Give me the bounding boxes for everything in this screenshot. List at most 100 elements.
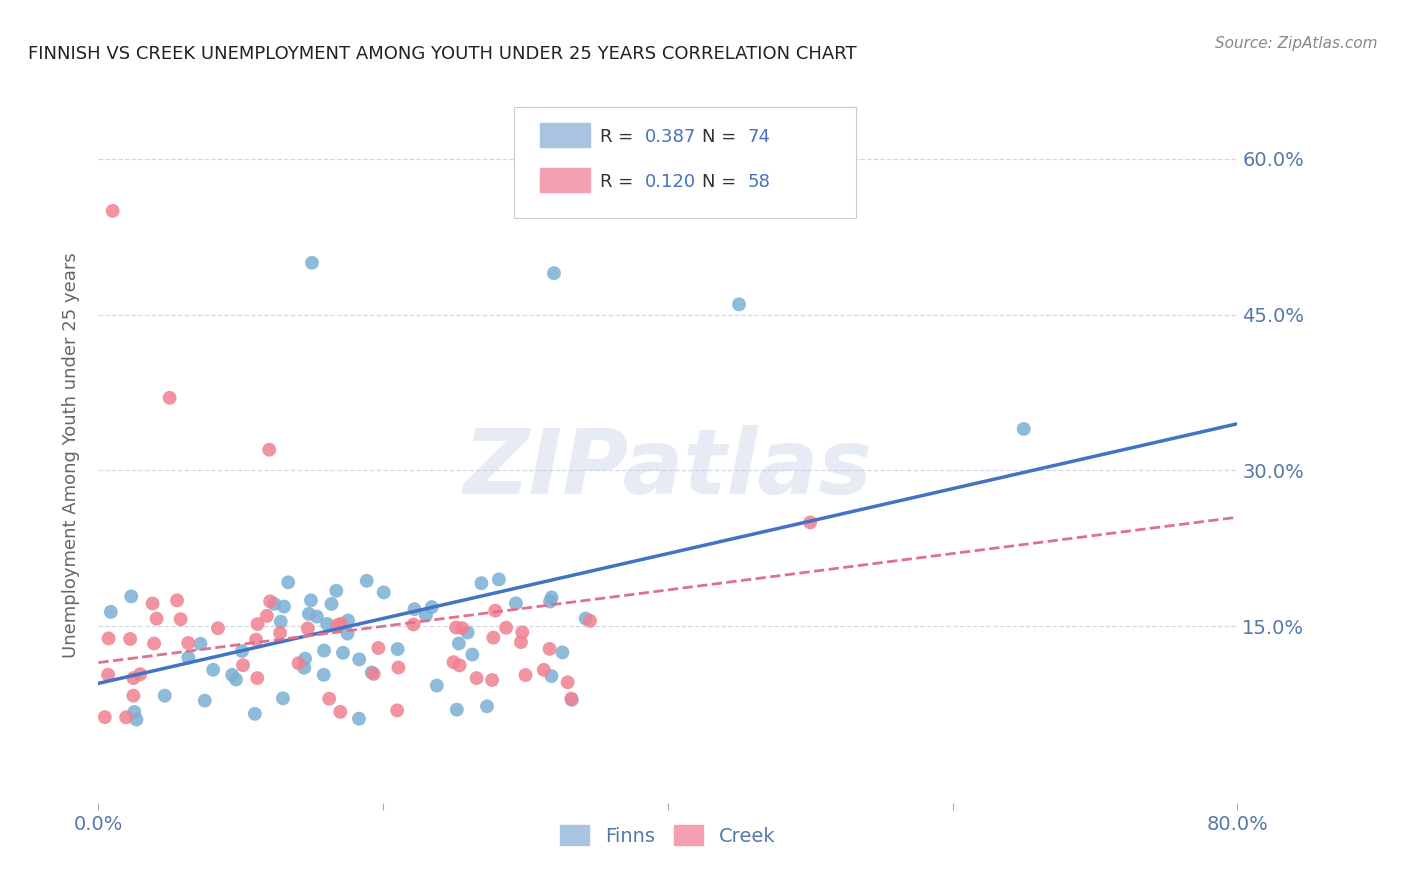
Point	[420, 600, 443, 615]
Point	[202, 663, 225, 677]
Point	[177, 650, 200, 665]
Point	[728, 297, 751, 311]
Point	[101, 203, 124, 218]
Point	[256, 608, 278, 623]
Point	[363, 667, 385, 681]
Point	[482, 631, 505, 645]
Point	[495, 621, 517, 635]
Point	[263, 597, 285, 611]
Point	[347, 652, 370, 666]
Point	[318, 691, 340, 706]
Point	[367, 640, 389, 655]
Point	[225, 673, 247, 687]
Point	[232, 658, 254, 673]
FancyBboxPatch shape	[540, 123, 591, 146]
Point	[449, 658, 471, 673]
Text: 58: 58	[748, 173, 770, 191]
Point	[402, 617, 425, 632]
Point	[294, 651, 316, 665]
Point	[451, 621, 474, 635]
Point	[299, 593, 322, 607]
Text: ZIPatlas: ZIPatlas	[464, 425, 872, 513]
Point	[481, 673, 503, 687]
Point	[457, 625, 479, 640]
Point	[444, 620, 467, 634]
Point	[245, 632, 267, 647]
Point	[326, 618, 349, 632]
Point	[120, 632, 142, 646]
Point	[799, 516, 821, 530]
FancyBboxPatch shape	[540, 169, 591, 192]
Point	[273, 599, 295, 614]
Point	[190, 637, 212, 651]
Point	[269, 626, 291, 640]
Text: 0.387: 0.387	[645, 128, 696, 146]
Point	[540, 591, 562, 605]
Point	[194, 693, 217, 707]
Point	[404, 602, 426, 616]
Point	[475, 699, 498, 714]
Point	[510, 635, 533, 649]
Point	[561, 693, 583, 707]
Point	[231, 644, 253, 658]
Point	[551, 645, 574, 659]
Point	[512, 625, 534, 640]
Point	[177, 636, 200, 650]
Point	[221, 668, 243, 682]
Point	[124, 705, 146, 719]
Y-axis label: Unemployment Among Youth under 25 years: Unemployment Among Youth under 25 years	[62, 252, 80, 657]
Point	[505, 596, 527, 610]
Point	[373, 585, 395, 599]
Text: 74: 74	[748, 128, 770, 146]
Text: R =: R =	[599, 128, 638, 146]
Point	[246, 671, 269, 685]
Text: Source: ZipAtlas.com: Source: ZipAtlas.com	[1215, 36, 1378, 51]
Point	[170, 612, 193, 626]
Point	[557, 675, 579, 690]
Point	[115, 710, 138, 724]
Point	[312, 643, 335, 657]
Point	[461, 648, 484, 662]
Point	[426, 679, 449, 693]
Point	[246, 617, 269, 632]
Point	[356, 574, 378, 588]
Point	[97, 667, 120, 681]
Point	[277, 575, 299, 590]
Point	[100, 605, 122, 619]
Legend: Finns, Creek: Finns, Creek	[550, 815, 786, 855]
Point	[415, 608, 437, 623]
Point	[1012, 422, 1035, 436]
Point	[543, 266, 565, 280]
Point	[159, 391, 181, 405]
Point	[330, 616, 353, 631]
Point	[443, 655, 465, 669]
Point	[316, 616, 339, 631]
Point	[129, 667, 152, 681]
Point	[97, 632, 120, 646]
Point	[305, 609, 328, 624]
Point	[143, 636, 166, 650]
Point	[484, 604, 506, 618]
Point	[465, 671, 488, 685]
Point	[94, 710, 117, 724]
Point	[387, 642, 409, 657]
Point	[125, 713, 148, 727]
Point	[243, 706, 266, 721]
Point	[321, 597, 343, 611]
Point	[515, 668, 537, 682]
Point	[360, 665, 382, 680]
Point	[336, 626, 359, 640]
Point	[166, 593, 188, 607]
Text: N =: N =	[702, 128, 742, 146]
FancyBboxPatch shape	[515, 107, 856, 219]
Point	[270, 615, 292, 629]
Point	[385, 703, 408, 717]
Point	[259, 442, 281, 457]
Point	[387, 660, 409, 674]
Point	[560, 691, 582, 706]
Point	[292, 661, 315, 675]
Point	[337, 614, 360, 628]
Point	[142, 597, 165, 611]
Point	[538, 641, 561, 656]
Point	[297, 621, 319, 635]
